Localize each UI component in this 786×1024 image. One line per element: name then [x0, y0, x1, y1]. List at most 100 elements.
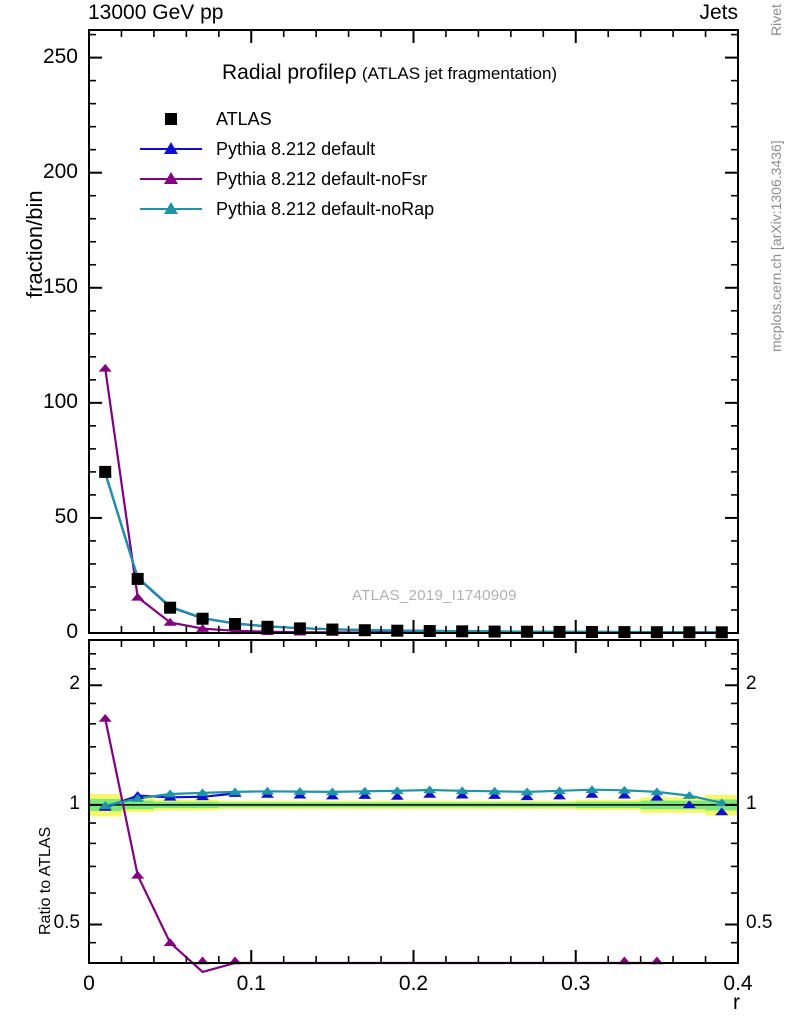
x-tick-label: 0.1: [236, 972, 266, 995]
ratio-marker-pythia-8-212-default: [520, 792, 534, 801]
marker-pythia-8-212-default-nofsr: [98, 363, 112, 372]
y-ticks: [89, 33, 738, 634]
ratio-marker-pythia-8-212-default-norap: [358, 786, 372, 795]
marker-atlas: [488, 625, 501, 638]
ratio-marker-pythia-8-212-default-nofsr: [131, 870, 145, 879]
marker-atlas: [391, 624, 404, 637]
ratio-marker-pythia-8-212-default-norap: [98, 801, 112, 810]
plot-title-symbol: ρ: [344, 61, 357, 84]
ratio-marker-pythia-8-212-default: [423, 790, 437, 798]
x-axis-label: r: [733, 991, 740, 1014]
legend-item-label: Pythia 8.212 default-noRap: [216, 199, 435, 219]
ratio-marker-pythia-8-212-default: [455, 790, 469, 799]
ratio-marker-pythia-8-212-default-norap: [617, 785, 631, 794]
marker-pythia-8-212-default-nofsr: [131, 592, 145, 601]
legend-marker-triangle: [164, 202, 178, 214]
ratio-marker-pythia-8-212-default: [325, 791, 339, 800]
ratio-marker-pythia-8-212-default-norap: [455, 786, 469, 795]
marker-atlas: [261, 620, 274, 633]
y-tick-label-ratio: 2: [69, 673, 80, 695]
ratio-marker-pythia-8-212-default-norap: [390, 786, 404, 795]
marker-atlas: [456, 625, 469, 638]
marker-atlas: [164, 601, 177, 614]
y-tick-label-main: 100: [42, 389, 78, 413]
series-line-pythia-8-212-default-nofsr: [104, 368, 722, 635]
legend-marker-triangle: [164, 142, 178, 154]
x-tick-label: 0.2: [398, 972, 429, 995]
y-ticks-ratio: [89, 639, 738, 964]
y-tick-label-main: 250: [42, 44, 78, 68]
ratio-marker-pythia-8-212-default-norap: [488, 786, 502, 795]
marker-pythia-8-212-default-nofsr: [163, 617, 177, 626]
legend-marker-triangle: [164, 172, 178, 184]
ratio-marker-pythia-8-212-default-norap: [585, 785, 599, 793]
series-line-pythia-8-212-default: [104, 472, 722, 634]
y-tick-label-main: 50: [54, 504, 78, 528]
y-tick-label-main: 150: [42, 274, 78, 298]
ratio-marker-pythia-8-212-default-norap: [650, 787, 664, 796]
marker-pythia-8-212-default-nofsr: [196, 624, 210, 632]
plot-title: Radial profileρ (ATLAS jet fragmentation…: [222, 62, 557, 83]
y-tick-label-ratio-right: 0.5: [746, 912, 773, 934]
ratio-marker-pythia-8-212-default: [715, 807, 729, 816]
ratio-marker-pythia-8-212-default-norap: [260, 786, 274, 795]
legend-marker: [140, 108, 202, 130]
legend-item-label: ATLAS: [216, 109, 272, 129]
y-tick-label-ratio: 1: [69, 792, 80, 814]
ratio-line-pythia-8-212-default-nofsr: [104, 718, 657, 974]
ratio-marker-pythia-8-212-default-norap: [520, 787, 534, 796]
ratio-marker-pythia-8-212-default: [617, 790, 631, 799]
series-line-pythia-8-212-default-norap: [104, 472, 722, 634]
legend-marker-square: [165, 113, 177, 125]
marker-atlas: [293, 622, 306, 635]
ratio-marker-pythia-8-212-default-norap: [293, 787, 307, 795]
legend-item[interactable]: Pythia 8.212 default-noFsr: [140, 168, 500, 192]
ratio-marker-pythia-8-212-default-norap: [553, 786, 567, 795]
ratio-marker-pythia-8-212-default: [196, 792, 210, 801]
ratio-marker-pythia-8-212-default: [553, 791, 567, 800]
legend-marker: [140, 198, 202, 220]
legend-item[interactable]: Pythia 8.212 default: [140, 138, 500, 162]
ratio-marker-pythia-8-212-default-norap: [228, 787, 242, 796]
legend-item[interactable]: Pythia 8.212 default-noRap: [140, 198, 500, 222]
ratio-marker-pythia-8-212-default: [650, 792, 664, 801]
header-category: Jets: [699, 1, 738, 24]
legend-item-label: Pythia 8.212 default-noFsr: [216, 169, 428, 189]
marker-atlas: [521, 625, 534, 638]
ratio-marker-pythia-8-212-default-nofsr: [98, 713, 112, 722]
y-tick-label-ratio: 0.5: [53, 912, 80, 934]
y-tick-label-main: 0: [66, 620, 78, 643]
ratio-marker-pythia-8-212-default-norap: [325, 787, 339, 796]
ratio-marker-pythia-8-212-default: [585, 790, 599, 798]
marker-atlas: [99, 465, 112, 478]
marker-atlas: [423, 625, 436, 638]
x-tick-label: 0: [83, 972, 95, 995]
plot-title-main: Radial profile: [222, 61, 345, 84]
ratio-marker-pythia-8-212-default: [390, 791, 404, 800]
ratio-marker-pythia-8-212-default-norap: [423, 785, 437, 794]
y-tick-label-ratio-right: 1: [746, 792, 757, 814]
marker-atlas: [553, 625, 566, 638]
marker-atlas: [196, 612, 209, 625]
legend-item[interactable]: ATLAS: [140, 108, 500, 132]
ratio-marker-pythia-8-212-default-norap: [163, 789, 177, 798]
ratio-marker-pythia-8-212-default-norap: [131, 793, 145, 802]
analysis-watermark: ATLAS_2019_I1740909: [352, 587, 517, 604]
marker-atlas: [229, 618, 242, 631]
legend-item-label: Pythia 8.212 default: [216, 139, 376, 159]
y-tick-label-main: 200: [42, 159, 78, 183]
ratio-marker-pythia-8-212-default: [358, 791, 372, 799]
ratio-marker-pythia-8-212-default-norap: [682, 791, 696, 799]
marker-atlas: [131, 572, 144, 585]
ratio-marker-pythia-8-212-default-nofsr: [163, 938, 177, 946]
x-ticks: [88, 30, 739, 963]
x-tick-label: 0.4: [723, 972, 753, 995]
ratio-marker-pythia-8-212-default: [488, 791, 502, 799]
header-beam-info: 13000 GeV pp: [88, 1, 224, 24]
legend-marker: [140, 168, 202, 190]
ratio-marker-pythia-8-212-default: [682, 800, 696, 809]
plot-title-sub: (ATLAS jet fragmentation): [361, 64, 558, 83]
x-tick-label: 0.3: [561, 972, 591, 995]
ratio-marker-pythia-8-212-default-norap: [196, 788, 210, 797]
